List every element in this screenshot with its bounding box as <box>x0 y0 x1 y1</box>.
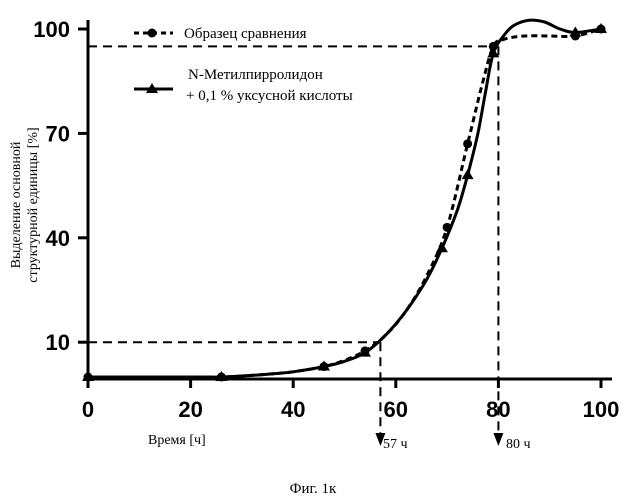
y-tick-label: 100 <box>33 17 70 42</box>
y-axis-title-line-2: структурной единицы [%] <box>26 127 41 282</box>
x-tick-label: 0 <box>82 397 94 422</box>
legend-entry-nmp: N-Метилпирролидон + 0,1 % уксусной кисло… <box>134 67 353 104</box>
series-1-point <box>443 223 452 232</box>
legend-entry-reference: Образец сравнения <box>134 26 307 42</box>
x-tick-label: 60 <box>384 397 408 422</box>
x-tick-label: 40 <box>281 397 305 422</box>
y-ticks: 10 40 70 100 <box>33 17 88 355</box>
series-2-point <box>436 242 448 252</box>
x-axis-title: Время [ч] <box>148 433 206 448</box>
series-2-point <box>462 169 474 179</box>
legend-marker-circle <box>148 29 157 38</box>
x-ticks: 020406080100 <box>82 379 619 422</box>
series-1-point <box>463 139 472 148</box>
legend-label-series-1: Образец сравнения <box>184 26 307 42</box>
x-tick-label: 100 <box>583 397 620 422</box>
legend: Образец сравнения N-Метилпирролидон + 0,… <box>134 26 353 104</box>
axes: 020406080100 104070100 <box>33 17 619 422</box>
legend-label-series-2-line-2: + 0,1 % уксусной кислоты <box>186 88 353 104</box>
x-tick-label: 20 <box>178 397 202 422</box>
y-tick-label: 10 <box>46 330 70 355</box>
legend-label-series-2-line-1: N-Метилпирролидон <box>188 67 323 83</box>
series-2-line <box>88 20 601 377</box>
figure-caption: Фиг. 1к <box>290 481 337 497</box>
series-1-line <box>88 29 601 377</box>
y-tick-label: 40 <box>46 226 70 251</box>
annotation-57h: 57 ч <box>383 437 408 452</box>
annotation-80h: 80 ч <box>506 437 531 452</box>
series-curves <box>88 20 601 377</box>
series-markers <box>82 23 607 382</box>
y-axis-title: Выделение основной структурной единицы [… <box>9 127 41 282</box>
reference-arrowhead <box>493 433 503 446</box>
y-tick-label: 70 <box>46 121 70 146</box>
chart: 020406080100 104070100 Образец сравнения… <box>0 0 627 500</box>
y-axis-title-line-1: Выделение основной <box>9 141 24 268</box>
